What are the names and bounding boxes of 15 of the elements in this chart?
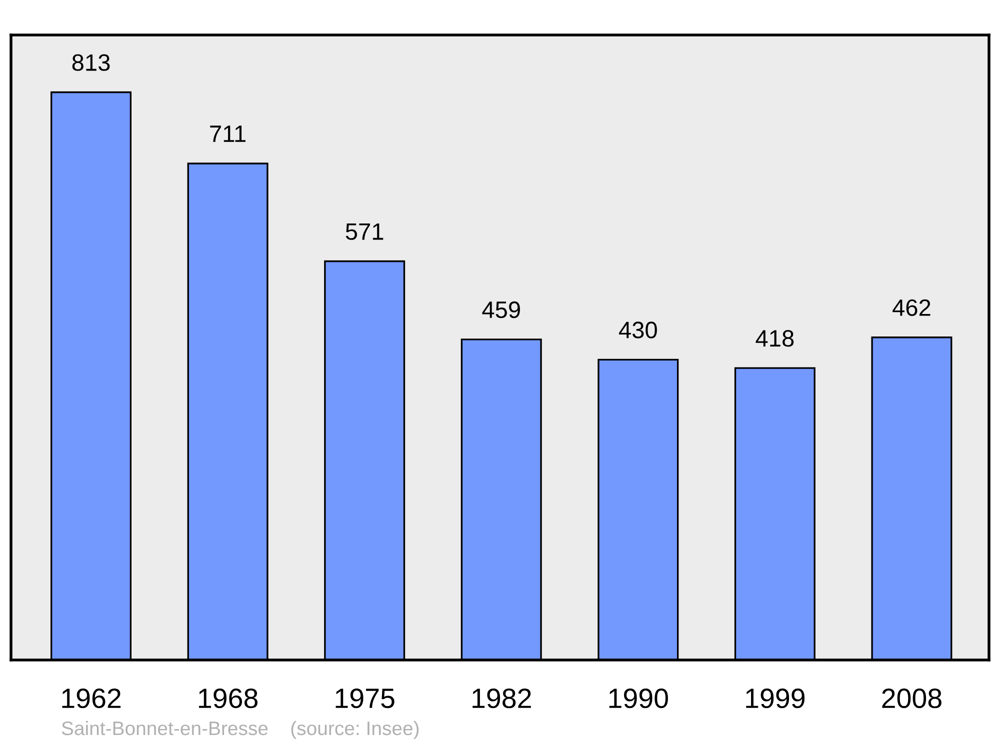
data-label: 571 [346, 223, 384, 240]
text: Saint-Bonnet-en-Bresse (source: Insee) [62, 720, 419, 740]
x-tick-label: 1982 [472, 688, 531, 708]
data-label: 430 [619, 322, 657, 338]
data-label: 711 [210, 126, 246, 142]
x-tick-label: 1962 [62, 688, 121, 708]
x-tick-label: 2008 [882, 688, 942, 708]
x-tick-label: 1990 [609, 688, 668, 708]
data-label: 813 [72, 54, 110, 71]
data-label: 459 [482, 301, 520, 318]
x-tick-label: 1968 [199, 688, 258, 708]
data-label: 462 [892, 299, 930, 316]
x-tick-label: 1999 [746, 688, 805, 708]
data-label: 418 [756, 330, 794, 347]
x-tick-label: 1975 [336, 688, 394, 708]
